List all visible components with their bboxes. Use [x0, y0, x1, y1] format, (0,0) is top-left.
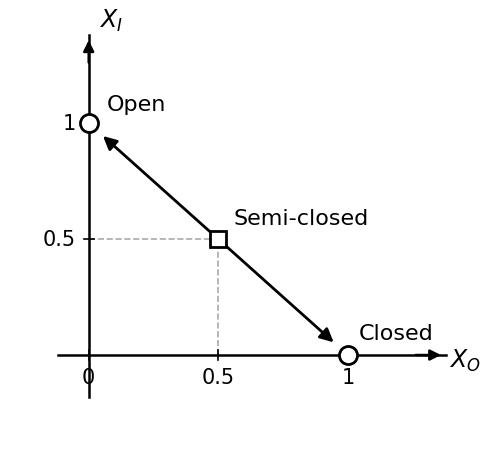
Text: Closed: Closed: [358, 324, 433, 344]
Text: Semi-closed: Semi-closed: [234, 208, 369, 228]
Text: 1: 1: [62, 114, 76, 134]
Text: 1: 1: [341, 367, 355, 387]
Text: 0.5: 0.5: [202, 367, 235, 387]
Text: $X_O$: $X_O$: [449, 347, 480, 373]
Text: 0: 0: [82, 367, 96, 387]
Text: 0.5: 0.5: [43, 230, 76, 249]
Text: $X_I$: $X_I$: [99, 8, 123, 34]
Text: Open: Open: [107, 95, 166, 115]
